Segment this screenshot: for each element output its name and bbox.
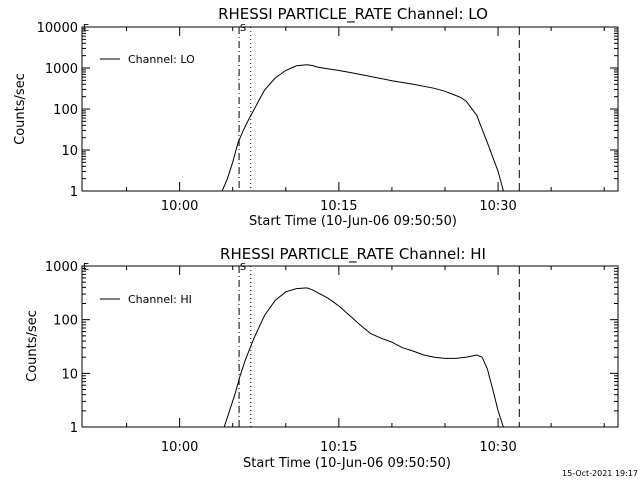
y-tick-label: 10 <box>61 367 78 382</box>
plot-frame-lo <box>81 26 619 192</box>
y-tick-label: 10 <box>61 144 78 159</box>
left-edge-marker: E <box>83 23 89 34</box>
x-tick-label: 10:00 <box>161 440 198 455</box>
chart-layer-lo: 11010010001000010:0010:1510:3010:4511:00… <box>37 21 640 214</box>
y-tick-label: 10000 <box>37 21 78 36</box>
x-tick-label: 10:15 <box>320 440 357 455</box>
y-axis-label-lo: Counts/sec <box>13 73 28 145</box>
x-axis-label-lo: Start Time (10-Jun-06 09:50:50) <box>249 214 457 229</box>
chart-layer-hi: 110100100010:0010:1510:3010:4511:0011:15… <box>45 260 640 455</box>
y-tick-label: 100 <box>53 103 78 118</box>
timestamp-label: 15-Oct-2021 19:17 <box>562 469 638 478</box>
chart-panel-hi: RHESSI PARTICLE_RATE Channel: HI Start T… <box>25 245 640 471</box>
x-tick-label: 10:00 <box>161 199 198 214</box>
chart-title-hi: RHESSI PARTICLE_RATE Channel: HI <box>220 245 486 264</box>
series-line-lo <box>221 64 504 192</box>
y-tick-label: 100 <box>53 314 78 329</box>
x-tick-label: 10:45 <box>639 440 640 455</box>
legend-label: Channel: HI <box>128 293 192 306</box>
x-tick-label: 10:30 <box>479 440 516 455</box>
y-tick-label: 1 <box>70 421 78 436</box>
y-tick-label: 1000 <box>45 62 78 77</box>
y-tick-label: 1000 <box>45 260 78 275</box>
x-tick-label: 10:45 <box>639 199 640 214</box>
y-tick-label: 1 <box>70 185 78 200</box>
chart-title-lo: RHESSI PARTICLE_RATE Channel: LO <box>218 5 488 24</box>
plot-frame-hi <box>81 265 619 428</box>
chart-panel-lo: RHESSI PARTICLE_RATE Channel: LO Start T… <box>13 5 640 229</box>
x-tick-label: 10:30 <box>479 199 516 214</box>
x-axis-label-hi: Start Time (10-Jun-06 09:50:50) <box>243 456 451 471</box>
series-line-hi <box>223 287 504 428</box>
event-marker-label: S <box>240 23 246 34</box>
x-tick-label: 10:15 <box>320 199 357 214</box>
y-axis-label-hi: Counts/sec <box>25 310 40 382</box>
legend-label: Channel: LO <box>128 53 195 66</box>
left-edge-marker: E <box>83 262 89 273</box>
event-marker-label: S <box>240 262 246 273</box>
